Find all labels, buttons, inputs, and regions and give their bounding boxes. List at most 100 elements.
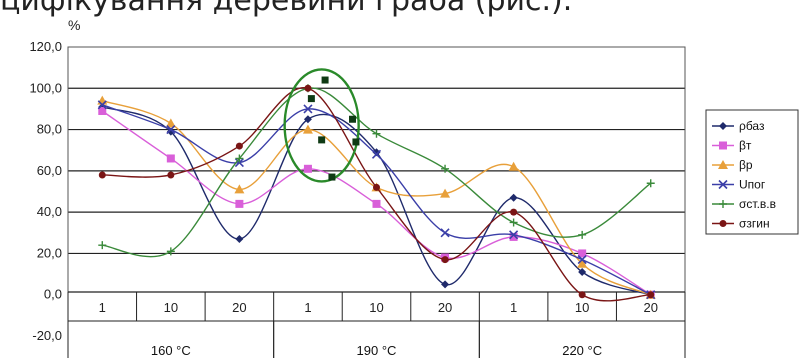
y-tick-label: 0,0 [44, 287, 62, 302]
x-category-label: 10 [164, 300, 178, 315]
data-point [647, 291, 655, 299]
series-4 [97, 100, 656, 300]
data-point [440, 228, 450, 238]
data-point [167, 171, 175, 179]
data-point [235, 142, 243, 150]
data-point [98, 171, 106, 179]
annotation [283, 68, 360, 183]
x-category-labels: 1 10 20 1 10 20 1 10 20 160 °C 190 °C 220 °C [99, 300, 658, 358]
header-text: цифікування деревини граба (рис.). [0, 0, 573, 18]
x-category-label: 20 [438, 300, 452, 315]
data-point [98, 106, 107, 115]
data-point [303, 115, 312, 124]
legend-label: Uпог [739, 178, 766, 192]
data-point [166, 127, 175, 136]
data-point [98, 241, 107, 250]
data-point [303, 104, 313, 114]
data-point [235, 154, 244, 163]
data-point [166, 154, 175, 163]
legend-marker [718, 179, 728, 190]
data-point [165, 118, 176, 128]
data-point [509, 230, 519, 240]
data-point [646, 179, 655, 188]
data-point [373, 183, 380, 191]
y-tick-label: 120,0 [29, 39, 62, 54]
data-point [371, 149, 382, 159]
legend-label: ρбаз [739, 119, 765, 133]
data-point [508, 161, 519, 171]
legend-item: σзгин [712, 217, 770, 231]
data-point [509, 218, 518, 227]
data-point [578, 291, 586, 299]
data-point [578, 268, 587, 277]
legend-item: βт [712, 139, 752, 153]
legend-marker [719, 122, 727, 130]
legend-item: ρбаз [712, 119, 765, 133]
data-point [97, 95, 108, 105]
data-point [441, 256, 449, 264]
legend-label: βт [739, 139, 752, 153]
x-group-label: 160 °C [151, 343, 191, 358]
x-category-label: 20 [232, 300, 246, 315]
legend-marker [719, 141, 727, 150]
x-category-label: 10 [575, 300, 589, 315]
x-category-label: 20 [643, 300, 657, 315]
data-point [235, 199, 244, 208]
legend-label: σст.в.в [739, 197, 776, 211]
y-tick-label: 100,0 [29, 80, 62, 95]
highlight-point [321, 76, 329, 84]
series-line [102, 87, 651, 302]
data-point [441, 280, 450, 289]
data-point [577, 255, 587, 265]
highlight-point [349, 115, 357, 123]
x-category-label: 1 [304, 300, 311, 315]
data-point [577, 258, 588, 268]
y-axis-unit: % [68, 17, 80, 33]
legend-label: σзгин [739, 217, 770, 231]
legend-item: σст.в.в [712, 197, 776, 211]
highlight-ellipse [283, 68, 360, 183]
legend-label: βр [739, 158, 753, 172]
data-point [235, 234, 244, 243]
data-point [97, 100, 107, 110]
highlight-point [307, 95, 315, 103]
legend-marker [719, 220, 727, 227]
data-point [509, 232, 518, 241]
y-tick-label: 60,0 [37, 163, 62, 178]
series-line [102, 87, 652, 258]
legend-marker [719, 200, 727, 208]
data-point [234, 158, 244, 168]
x-category-label: 1 [510, 300, 517, 315]
legend-box [705, 109, 799, 235]
x-group-label: 220 °C [562, 343, 602, 358]
x-category-label: 10 [369, 300, 383, 315]
data-point [166, 125, 176, 135]
data-point [372, 199, 381, 208]
data-point [372, 148, 381, 157]
legend: ρбаз βт βр Uпог σст.в.в σзгин [705, 109, 799, 235]
data-point [302, 124, 313, 134]
data-point [578, 249, 587, 258]
data-point [578, 230, 587, 239]
x-category-label: 1 [99, 300, 106, 315]
y-tick-label: 20,0 [37, 245, 62, 260]
series-lines [97, 84, 656, 302]
data-point [166, 247, 175, 256]
highlight-point [352, 138, 360, 146]
data-point [234, 184, 245, 194]
series-6 [98, 84, 655, 302]
data-point [509, 193, 518, 202]
data-point [372, 129, 381, 138]
legend-item: βр [712, 158, 753, 172]
legend-item: Uпог [712, 178, 766, 192]
data-point [510, 208, 518, 216]
data-point [441, 164, 450, 173]
y-tick-label: 40,0 [37, 204, 62, 219]
data-point [304, 84, 312, 92]
y-tick-labels: -20,0 0,0 20,0 40,0 60,0 80,0 100,0 120,0 [29, 39, 62, 343]
x-group-label: 190 °C [357, 343, 397, 358]
legend-marker [718, 160, 728, 169]
series-3 [97, 95, 656, 299]
axes [67, 46, 686, 358]
